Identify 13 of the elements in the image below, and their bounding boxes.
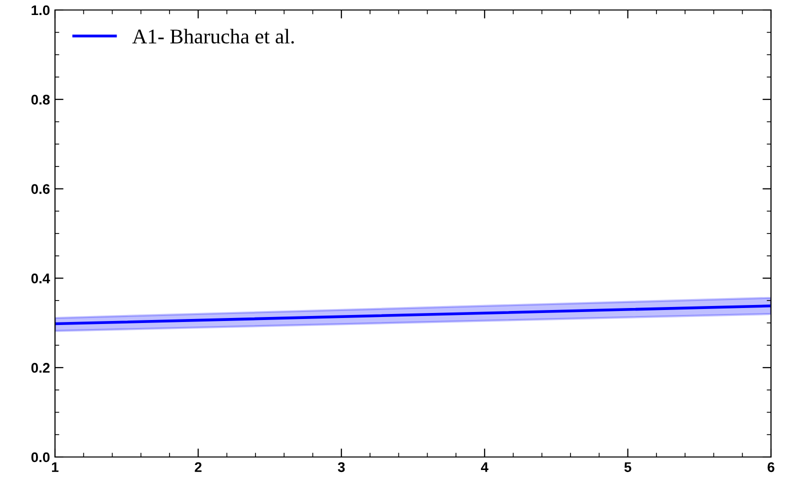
- x-tick-label: 3: [338, 462, 345, 472]
- x-tick-label: 2: [194, 462, 202, 472]
- x-tick-label: 5: [624, 462, 632, 472]
- x-tick-label: 1: [52, 462, 58, 472]
- y-tick-label: 0.2: [31, 362, 50, 373]
- x-tick-label: 4: [480, 462, 488, 472]
- y-tick-label: 0.4: [31, 274, 50, 284]
- y-tick-label: 0.8: [31, 94, 50, 105]
- legend-label: A1- Bharucha et al.: [132, 28, 294, 44]
- y-tick-label: 0.0: [31, 452, 50, 462]
- y-tick-label: 0.6: [31, 184, 50, 194]
- x-tick-label: 6: [768, 462, 774, 472]
- y-tick-label: 1.0: [32, 5, 50, 16]
